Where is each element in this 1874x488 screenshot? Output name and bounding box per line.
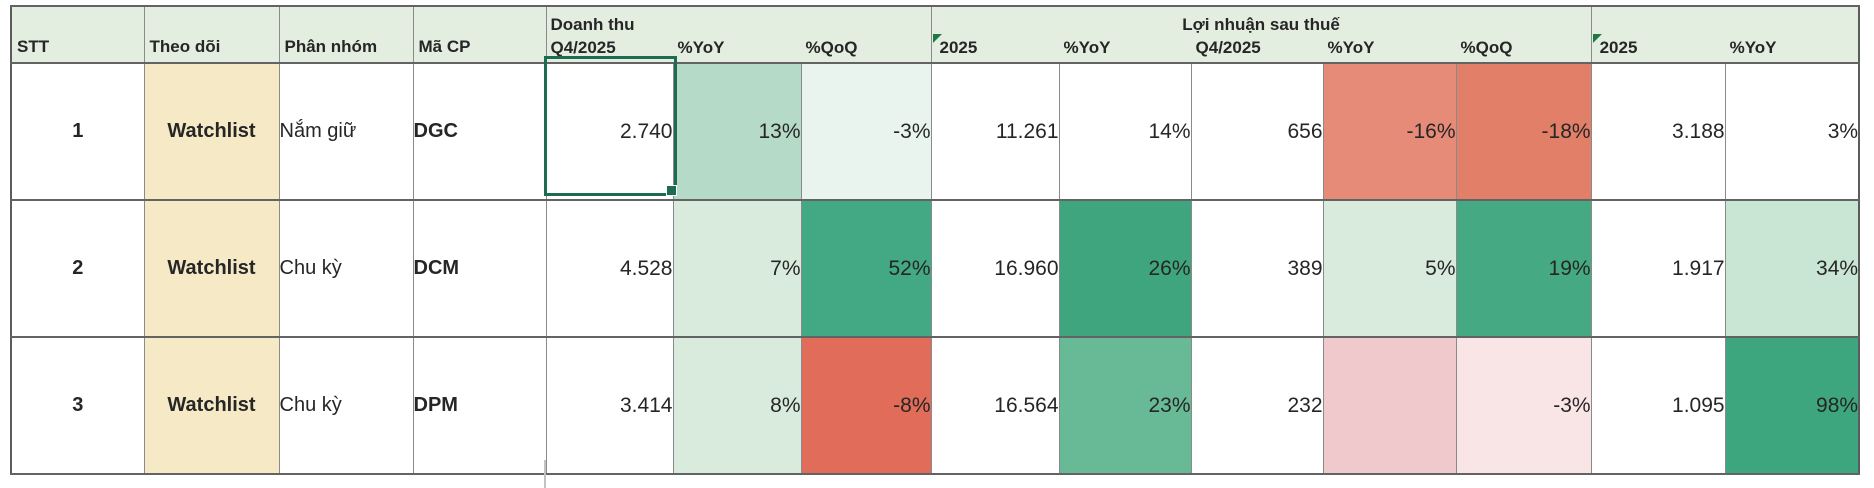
cell-ma-cp[interactable]: DCM: [412, 199, 547, 338]
cell-theo-doi[interactable]: Watchlist: [143, 62, 280, 201]
error-triangle-icon: [932, 34, 942, 43]
cell-value[interactable]: 52%: [800, 199, 932, 338]
column-header-ln-q4[interactable]: Q4/2025: [1195, 38, 1261, 57]
group-title-doanh-thu: Doanh thu: [550, 15, 635, 34]
cell-theo-doi[interactable]: Watchlist: [143, 199, 280, 338]
cell-value[interactable]: 3.414: [545, 336, 674, 475]
header-cell-stt[interactable]: STT: [10, 5, 145, 64]
cell-ma-cp[interactable]: DGC: [412, 62, 547, 201]
cell-theo-doi[interactable]: Watchlist: [143, 336, 280, 475]
selection-fill-handle[interactable]: [666, 185, 677, 196]
cell-value[interactable]: 2.740: [545, 62, 674, 201]
cell-phan-nhom[interactable]: Nắm giữ: [278, 62, 414, 201]
header-cell-theo-doi[interactable]: Theo dõi: [143, 5, 280, 64]
cell-value[interactable]: 3%: [1724, 62, 1860, 201]
table-body: 1 Watchlist Nắm giữ DGC 2.740 13% -3% 11.261 14%…: [10, 62, 1860, 475]
cell-value[interactable]: -3%: [800, 62, 932, 201]
cell-value[interactable]: 14%: [1058, 62, 1192, 201]
cell-value[interactable]: 98%: [1724, 336, 1860, 475]
cell-value[interactable]: 7%: [672, 199, 802, 338]
column-header-ln-qoq[interactable]: %QoQ: [1460, 38, 1513, 57]
watchlist-table: STT Theo dõi Phân nhóm Mã CP Doanh thu Q…: [10, 5, 1861, 475]
column-header-dt-2025-yoy[interactable]: %YoY: [1063, 38, 1111, 57]
cell-value[interactable]: 4.528: [545, 199, 674, 338]
header-group-loi-nhuan[interactable]: Lợi nhuận sau thuế 2025 %YoY Q4/2025 %Yo…: [930, 5, 1592, 64]
table-row: 1 Watchlist Nắm giữ DGC 2.740 13% -3% 11.261 14%…: [10, 62, 1860, 201]
cell-value[interactable]: 16.564: [930, 336, 1060, 475]
column-header-ln-yoy[interactable]: %YoY: [1327, 38, 1375, 57]
cell-value[interactable]: 5%: [1322, 199, 1457, 338]
cell-phan-nhom[interactable]: Chu kỳ: [278, 336, 414, 475]
table-header: STT Theo dõi Phân nhóm Mã CP Doanh thu Q…: [10, 5, 1860, 64]
header-group-doanh-thu[interactable]: Doanh thu Q4/2025 %YoY %QoQ: [545, 5, 932, 64]
cell-stt[interactable]: 3: [10, 336, 145, 475]
freeze-pane-divider: [544, 460, 546, 488]
header-cell-ma-cp[interactable]: Mã CP: [412, 5, 547, 64]
table-row: 3 Watchlist Chu kỳ DPM 3.414 8% -8% 16.564 23% 23…: [10, 336, 1860, 475]
column-header-dt-yoy[interactable]: %YoY: [677, 38, 725, 57]
table-row: 2 Watchlist Chu kỳ DCM 4.528 7% 52% 16.960 26% 38…: [10, 199, 1860, 338]
cell-value[interactable]: 13%: [672, 62, 802, 201]
header-row: STT Theo dõi Phân nhóm Mã CP Doanh thu Q…: [10, 5, 1860, 64]
column-header-ln-2025-yoy[interactable]: %YoY: [1729, 38, 1777, 57]
cell-value[interactable]: -16%: [1322, 62, 1457, 201]
column-header-dt-qoq[interactable]: %QoQ: [805, 38, 858, 57]
error-triangle-icon: [1592, 34, 1602, 43]
column-header-ln-2025[interactable]: 2025: [1599, 38, 1638, 57]
cell-value[interactable]: 232: [1190, 336, 1324, 475]
column-header-dt-2025[interactable]: 2025: [939, 38, 978, 57]
cell-value[interactable]: 26%: [1058, 199, 1192, 338]
cell-value[interactable]: 389: [1190, 199, 1324, 338]
header-group-year[interactable]: 2025 %YoY: [1590, 5, 1860, 64]
cell-stt[interactable]: 1: [10, 62, 145, 201]
header-cell-phan-nhom[interactable]: Phân nhóm: [278, 5, 414, 64]
cell-value[interactable]: [1322, 336, 1457, 475]
cell-ma-cp[interactable]: DPM: [412, 336, 547, 475]
cell-value[interactable]: 34%: [1724, 199, 1860, 338]
cell-phan-nhom[interactable]: Chu kỳ: [278, 199, 414, 338]
cell-value[interactable]: -3%: [1455, 336, 1592, 475]
cell-value[interactable]: 1.095: [1590, 336, 1726, 475]
column-header-dt-q4[interactable]: Q4/2025: [550, 38, 616, 57]
cell-value[interactable]: 23%: [1058, 336, 1192, 475]
cell-value[interactable]: -18%: [1455, 62, 1592, 201]
cell-value[interactable]: 1.917: [1590, 199, 1726, 338]
group-title-loi-nhuan: Lợi nhuận sau thuế: [1182, 15, 1340, 34]
cell-value[interactable]: 11.261: [930, 62, 1060, 201]
cell-value[interactable]: 3.188: [1590, 62, 1726, 201]
cell-value[interactable]: 16.960: [930, 199, 1060, 338]
cell-value[interactable]: 19%: [1455, 199, 1592, 338]
cell-stt[interactable]: 2: [10, 199, 145, 338]
cell-value[interactable]: 656: [1190, 62, 1324, 201]
cell-value[interactable]: 8%: [672, 336, 802, 475]
cell-value[interactable]: -8%: [800, 336, 932, 475]
